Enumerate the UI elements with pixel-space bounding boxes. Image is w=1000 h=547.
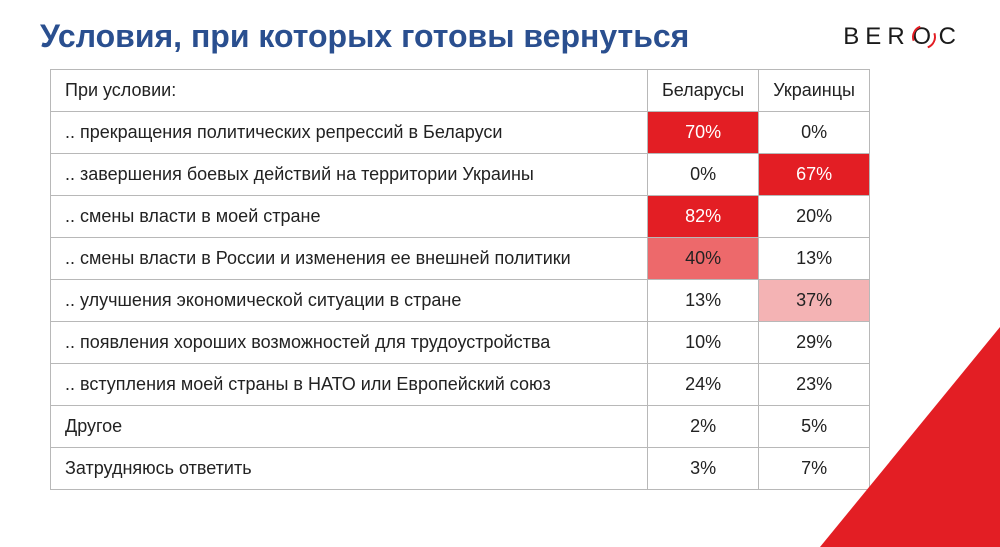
table-row: Другое2%5% xyxy=(51,406,870,448)
row-value-belarus: 0% xyxy=(647,154,758,196)
logo-letter: E xyxy=(865,23,885,51)
page-title: Условия, при которых готовы вернуться xyxy=(40,18,689,55)
row-value-ukraine: 67% xyxy=(759,154,870,196)
row-label: .. улучшения экономической ситуации в ст… xyxy=(51,280,648,322)
header-col1: Беларусы xyxy=(647,70,758,112)
table-row: .. улучшения экономической ситуации в ст… xyxy=(51,280,870,322)
row-value-belarus: 2% xyxy=(647,406,758,448)
table-row: .. смены власти в России и изменения ее … xyxy=(51,238,870,280)
corner-triangle xyxy=(820,327,1000,547)
row-value-belarus: 82% xyxy=(647,196,758,238)
row-value-belarus: 40% xyxy=(647,238,758,280)
row-value-belarus: 24% xyxy=(647,364,758,406)
row-label: .. появления хороших возможностей для тр… xyxy=(51,322,648,364)
header-condition: При условии: xyxy=(51,70,648,112)
row-value-belarus: 3% xyxy=(647,448,758,490)
row-value-ukraine: 20% xyxy=(759,196,870,238)
row-label: .. смены власти в моей стране xyxy=(51,196,648,238)
row-label: .. завершения боевых действий на террито… xyxy=(51,154,648,196)
table-row: .. прекращения политических репрессий в … xyxy=(51,112,870,154)
row-value-ukraine: 0% xyxy=(759,112,870,154)
table-row: .. вступления моей страны в НАТО или Евр… xyxy=(51,364,870,406)
row-value-belarus: 10% xyxy=(647,322,758,364)
row-value-ukraine: 37% xyxy=(759,280,870,322)
logo-letter: C xyxy=(939,23,960,51)
row-value-belarus: 70% xyxy=(647,112,758,154)
table-row: Затрудняюсь ответить3%7% xyxy=(51,448,870,490)
row-label: Затрудняюсь ответить xyxy=(51,448,648,490)
table-row: .. смены власти в моей стране82%20% xyxy=(51,196,870,238)
row-label: .. смены власти в России и изменения ее … xyxy=(51,238,648,280)
logo-o-icon: O xyxy=(911,24,937,50)
logo-letter: R xyxy=(887,23,908,51)
row-label: .. прекращения политических репрессий в … xyxy=(51,112,648,154)
header: Условия, при которых готовы вернуться B … xyxy=(0,0,1000,69)
row-label: .. вступления моей страны в НАТО или Евр… xyxy=(51,364,648,406)
row-value-ukraine: 13% xyxy=(759,238,870,280)
beroc-logo: B E R O C xyxy=(843,23,960,51)
row-label: Другое xyxy=(51,406,648,448)
row-value-belarus: 13% xyxy=(647,280,758,322)
header-col2: Украинцы xyxy=(759,70,870,112)
table-row: .. завершения боевых действий на террито… xyxy=(51,154,870,196)
table-row: .. появления хороших возможностей для тр… xyxy=(51,322,870,364)
conditions-table: При условии: Беларусы Украинцы .. прекра… xyxy=(50,69,870,490)
table-header-row: При условии: Беларусы Украинцы xyxy=(51,70,870,112)
logo-letter: B xyxy=(843,23,863,51)
